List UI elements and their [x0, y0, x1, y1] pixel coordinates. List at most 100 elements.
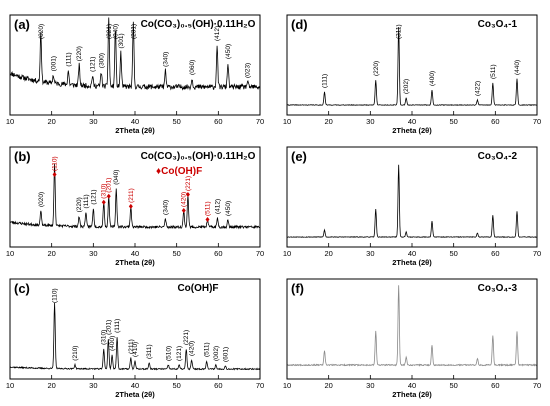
peak-label: (020) — [38, 24, 45, 39]
panel-letter: (d) — [291, 17, 308, 32]
peak-label: (121) — [90, 57, 97, 72]
x-tick-label: 20 — [47, 117, 55, 126]
peak-label: (300) — [98, 53, 105, 68]
x-axis-label: 2Theta (2θ) — [115, 258, 155, 267]
x-tick-label: 70 — [533, 381, 541, 390]
x-tick-label: 10 — [6, 249, 14, 258]
peak-label: (111) — [114, 319, 121, 333]
peak-label: (412) — [215, 199, 222, 214]
x-tick-label: 50 — [172, 381, 180, 390]
peak-label: (002) — [213, 346, 220, 361]
x-tick-label: 40 — [131, 381, 139, 390]
diamond-marker-icon — [101, 199, 106, 205]
peak-label: (211) — [128, 339, 135, 354]
x-axis-label: 2Theta (2θ) — [392, 390, 432, 399]
peak-label: (201) — [105, 320, 112, 335]
peak-label: (340) — [162, 200, 169, 215]
x-tick-label: 20 — [47, 249, 55, 258]
peak-label: (221) — [185, 176, 192, 191]
x-tick-label: 70 — [256, 381, 264, 390]
panel-title: Co₃O₄-2 — [478, 151, 518, 162]
x-tick-label: 10 — [283, 381, 291, 390]
peak-label: (020) — [38, 192, 45, 207]
peak-label: (201) — [106, 178, 113, 193]
peak-label: (311) — [146, 344, 153, 359]
peak-label: (231) — [130, 24, 137, 39]
x-tick-label: 30 — [366, 249, 374, 258]
peak-label: (210) — [72, 346, 79, 361]
diamond-marker-icon — [128, 203, 133, 209]
peak-label: (412) — [214, 26, 221, 41]
peak-label: (001) — [50, 56, 57, 71]
x-tick-label: 10 — [6, 117, 14, 126]
panel-title: Co(CO₃)₀.₅(OH)·0.11H₂O — [141, 19, 256, 30]
x-tick-label: 10 — [283, 249, 291, 258]
peak-label: (310) — [101, 184, 108, 199]
peak-label: (510) — [165, 346, 172, 361]
x-tick-label: 30 — [89, 381, 97, 390]
x-tick-label: 30 — [366, 117, 374, 126]
peak-label: (221) — [106, 24, 113, 39]
panel-d: 10 20 30 40 50 60 70 2Theta (2θ) (d) Co₃O₄-1 (111)… — [283, 14, 541, 135]
panel-title: Co(CO₃)₀.₅(OH)·0.11H₂O — [141, 151, 256, 162]
x-tick-label: 10 — [283, 117, 291, 126]
x-tick-label: 20 — [324, 381, 332, 390]
peak-label: (220) — [373, 61, 380, 76]
legend-entry: ♦Co(OH)F — [156, 166, 202, 177]
legend-label: Co(OH)F — [161, 166, 202, 177]
x-tick-label: 50 — [172, 117, 180, 126]
panel-f: 10 20 30 40 50 60 70 2Theta (2θ) (f) Co₃O₄-3 — [283, 278, 541, 399]
x-tick-label: 30 — [366, 381, 374, 390]
xrd-pattern-line — [9, 303, 261, 371]
x-tick-label: 20 — [324, 117, 332, 126]
peak-label: (040) — [112, 24, 119, 39]
panel-letter: (a) — [14, 17, 30, 32]
peak-label: (121) — [90, 189, 97, 204]
panel-letter: (f) — [291, 281, 304, 296]
x-tick-label: 40 — [408, 381, 416, 390]
x-tick-label: 50 — [172, 249, 180, 258]
peak-label: (410) — [132, 342, 139, 357]
peak-label: (301) — [118, 33, 125, 48]
peak-label: (111) — [322, 74, 329, 88]
peak-label: (340) — [162, 52, 169, 67]
x-tick-label: 60 — [491, 381, 499, 390]
x-tick-label: 10 — [6, 381, 14, 390]
peak-label: (601) — [222, 347, 229, 362]
peak-label: (311) — [396, 24, 403, 39]
panel-letter: (c) — [14, 281, 30, 296]
x-tick-label: 60 — [491, 117, 499, 126]
peak-label: (111) — [65, 52, 72, 66]
panel-b: 10 20 30 40 50 60 70 2Theta (2θ) (b) Co(CO₃)₀.₅(O… — [6, 146, 264, 267]
x-tick-label: 60 — [214, 249, 222, 258]
peak-label: (221) — [183, 330, 190, 345]
legend-marker-icon: ♦ — [156, 166, 161, 177]
peak-label: (110) — [52, 156, 59, 171]
x-axis-label: 2Theta (2θ) — [392, 258, 432, 267]
xrd-pattern-line — [286, 27, 538, 106]
x-axis-label: 2Theta (2θ) — [115, 390, 155, 399]
x-tick-label: 60 — [491, 249, 499, 258]
panel-letter: (b) — [14, 149, 31, 164]
peak-label: (440) — [514, 60, 521, 75]
diamond-marker-icon — [205, 216, 210, 222]
x-tick-label: 40 — [131, 249, 139, 258]
peak-label: (121) — [176, 346, 183, 361]
peak-label: (420) — [181, 192, 188, 207]
panel-title: Co₃O₄-3 — [478, 283, 518, 294]
diamond-marker-icon — [52, 172, 57, 177]
peak-label: (023) — [245, 63, 252, 78]
x-tick-label: 50 — [449, 381, 457, 390]
x-tick-label: 60 — [214, 117, 222, 126]
xrd-pattern-line — [9, 17, 261, 91]
peak-label: (060) — [189, 60, 196, 75]
diamond-marker-icon — [106, 193, 111, 199]
x-tick-label: 40 — [408, 249, 416, 258]
panel-letter: (e) — [291, 149, 307, 164]
x-tick-label: 70 — [256, 117, 264, 126]
panel-a: 10 20 30 40 50 60 70 2Theta (2θ) (a) Co(CO₃)₀.₅(O… — [6, 14, 264, 135]
peak-label: (511) — [205, 201, 212, 216]
plot-frame — [286, 14, 538, 116]
plot-frame — [9, 278, 261, 380]
